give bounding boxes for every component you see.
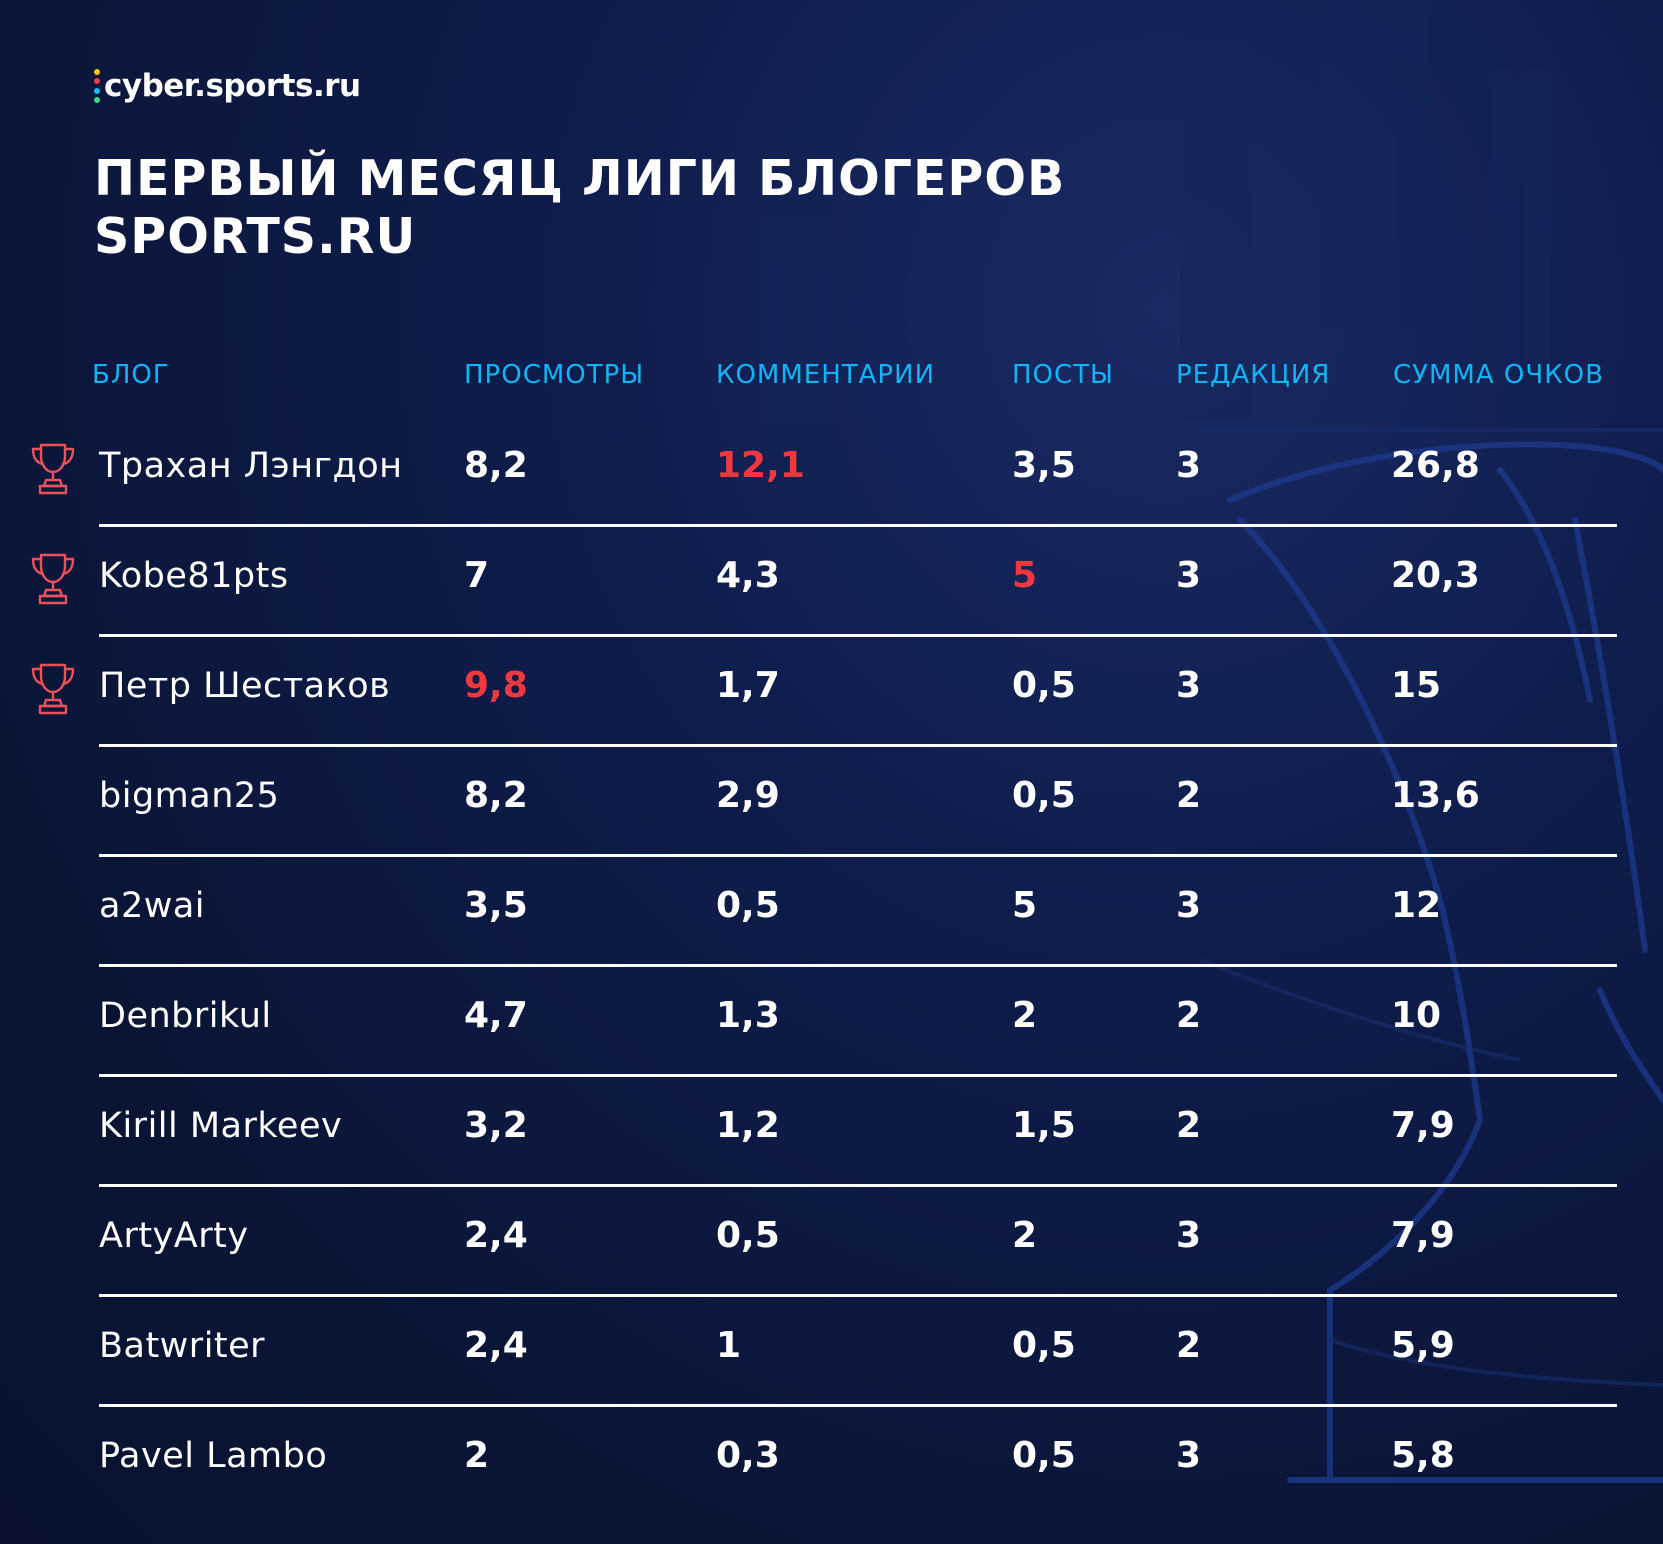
cell-views: 2 xyxy=(464,1435,490,1476)
cell-total: 12 xyxy=(1391,885,1442,926)
logo-dot xyxy=(94,87,100,94)
cell-views: 8,2 xyxy=(464,775,528,816)
row-divider xyxy=(99,1184,1617,1187)
cell-views: 3,5 xyxy=(464,885,528,926)
cell-editorial: 3 xyxy=(1176,665,1202,706)
row-divider xyxy=(99,744,1617,747)
cell-blog-name: Pavel Lambo xyxy=(99,1436,328,1476)
header-views: ПРОСМОТРЫ xyxy=(464,360,645,390)
cell-views: 8,2 xyxy=(464,445,528,486)
cell-total: 20,3 xyxy=(1391,555,1480,596)
cell-posts: 5 xyxy=(1012,555,1038,596)
cell-comments: 1 xyxy=(716,1325,742,1366)
cell-editorial: 3 xyxy=(1176,885,1202,926)
trophy-icon xyxy=(30,552,76,606)
row-divider xyxy=(99,1074,1617,1077)
trophy-icon xyxy=(30,662,76,716)
logo-text: cyber.sports.ru xyxy=(104,68,361,104)
title-line-1: ПЕРВЫЙ МЕСЯЦ ЛИГИ БЛОГЕРОВ xyxy=(94,150,1066,207)
header-editorial: РЕДАКЦИЯ xyxy=(1176,360,1331,390)
title-line-2: SPORTS.RU xyxy=(94,208,417,265)
page-title: ПЕРВЫЙ МЕСЯЦ ЛИГИ БЛОГЕРОВ SPORTS.RU xyxy=(94,150,1065,266)
table-row: Петр Шестаков 9,8 1,7 0,5 3 15 xyxy=(0,638,1663,748)
logo-dots-icon xyxy=(94,69,100,103)
cell-posts: 0,5 xyxy=(1012,775,1076,816)
cell-total: 13,6 xyxy=(1391,775,1480,816)
cell-views: 4,7 xyxy=(464,995,528,1036)
cell-views: 3,2 xyxy=(464,1105,528,1146)
cell-total: 10 xyxy=(1391,995,1442,1036)
cell-editorial: 3 xyxy=(1176,555,1202,596)
cell-comments: 12,1 xyxy=(716,445,805,486)
cell-blog-name: Петр Шестаков xyxy=(99,666,391,706)
cell-editorial: 2 xyxy=(1176,775,1202,816)
table-row: Denbrikul 4,7 1,3 2 2 10 xyxy=(0,968,1663,1078)
cell-posts: 0,5 xyxy=(1012,1325,1076,1366)
row-divider xyxy=(99,964,1617,967)
cell-posts: 5 xyxy=(1012,885,1038,926)
table-row: Pavel Lambo 2 0,3 0,5 3 5,8 xyxy=(0,1408,1663,1518)
table-row: Трахан Лэнгдон 8,2 12,1 3,5 3 26,8 xyxy=(0,418,1663,528)
cell-views: 2,4 xyxy=(464,1325,528,1366)
row-divider xyxy=(99,854,1617,857)
cell-comments: 0,3 xyxy=(716,1435,780,1476)
cell-blog-name: Kirill Markeev xyxy=(99,1106,343,1146)
cell-editorial: 3 xyxy=(1176,1215,1202,1256)
cell-comments: 1,3 xyxy=(716,995,780,1036)
cell-views: 9,8 xyxy=(464,665,528,706)
cell-editorial: 3 xyxy=(1176,445,1202,486)
logo-dot xyxy=(94,96,100,103)
cell-editorial: 2 xyxy=(1176,1105,1202,1146)
cell-posts: 0,5 xyxy=(1012,665,1076,706)
cell-posts: 2 xyxy=(1012,1215,1038,1256)
cell-views: 2,4 xyxy=(464,1215,528,1256)
table-row: Kirill Markeev 3,2 1,2 1,5 2 7,9 xyxy=(0,1078,1663,1188)
trophy-icon xyxy=(30,442,76,496)
header-total: СУММА ОЧКОВ xyxy=(1393,360,1604,390)
cell-blog-name: bigman25 xyxy=(99,776,280,816)
table-row: Batwriter 2,4 1 0,5 2 5,9 xyxy=(0,1298,1663,1408)
cell-posts: 1,5 xyxy=(1012,1105,1076,1146)
table-row: ArtyArty 2,4 0,5 2 3 7,9 xyxy=(0,1188,1663,1298)
row-divider xyxy=(99,634,1617,637)
cell-editorial: 2 xyxy=(1176,1325,1202,1366)
cell-total: 7,9 xyxy=(1391,1105,1455,1146)
cell-blog-name: Трахан Лэнгдон xyxy=(99,446,403,486)
cell-total: 26,8 xyxy=(1391,445,1480,486)
header-posts: ПОСТЫ xyxy=(1012,360,1114,390)
brand-logo[interactable]: cyber.sports.ru xyxy=(94,66,361,106)
cell-total: 5,9 xyxy=(1391,1325,1455,1366)
cell-comments: 4,3 xyxy=(716,555,780,596)
cell-comments: 0,5 xyxy=(716,1215,780,1256)
cell-editorial: 3 xyxy=(1176,1435,1202,1476)
cell-blog-name: Kobe81pts xyxy=(99,556,289,596)
cell-blog-name: a2wai xyxy=(99,886,206,926)
cell-posts: 2 xyxy=(1012,995,1038,1036)
header-comments: КОММЕНТАРИИ xyxy=(716,360,936,390)
logo-dot xyxy=(94,69,100,75)
cell-comments: 1,2 xyxy=(716,1105,780,1146)
cell-comments: 1,7 xyxy=(716,665,780,706)
table-row: bigman25 8,2 2,9 0,5 2 13,6 xyxy=(0,748,1663,858)
table-row: Kobe81pts 7 4,3 5 3 20,3 xyxy=(0,528,1663,638)
cell-comments: 2,9 xyxy=(716,775,780,816)
row-divider xyxy=(99,1294,1617,1297)
cell-blog-name: ArtyArty xyxy=(99,1216,249,1256)
cell-total: 5,8 xyxy=(1391,1435,1455,1476)
cell-views: 7 xyxy=(464,555,490,596)
row-divider xyxy=(99,524,1617,527)
cell-blog-name: Denbrikul xyxy=(99,996,272,1036)
header-blog: БЛОГ xyxy=(92,360,170,390)
cell-total: 7,9 xyxy=(1391,1215,1455,1256)
cell-posts: 3,5 xyxy=(1012,445,1076,486)
cell-editorial: 2 xyxy=(1176,995,1202,1036)
cell-comments: 0,5 xyxy=(716,885,780,926)
row-divider xyxy=(99,1404,1617,1407)
cell-total: 15 xyxy=(1391,665,1442,706)
table-row: a2wai 3,5 0,5 5 3 12 xyxy=(0,858,1663,968)
cell-posts: 0,5 xyxy=(1012,1435,1076,1476)
cell-blog-name: Batwriter xyxy=(99,1326,266,1366)
logo-dot xyxy=(94,78,100,85)
